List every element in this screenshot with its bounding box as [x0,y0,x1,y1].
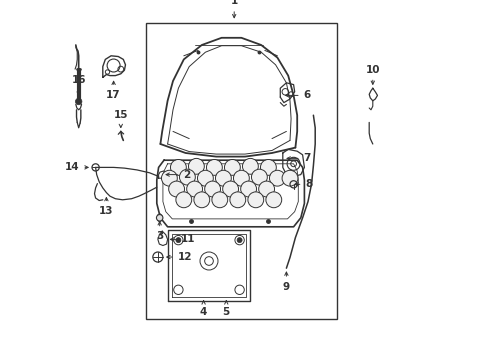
Text: 10: 10 [366,64,380,75]
Circle shape [224,159,240,175]
Text: 17: 17 [106,90,121,100]
Circle shape [266,192,282,208]
Circle shape [237,238,242,243]
Circle shape [243,158,258,174]
Circle shape [179,169,196,185]
Text: 14: 14 [65,162,79,172]
Circle shape [156,215,163,221]
Circle shape [171,159,186,175]
Text: 15: 15 [114,110,128,120]
Text: 2: 2 [183,170,190,180]
Circle shape [270,170,285,186]
Circle shape [251,169,268,185]
Text: 16: 16 [72,75,86,85]
Text: 13: 13 [99,206,114,216]
Text: 11: 11 [181,234,196,244]
Circle shape [230,192,245,208]
Circle shape [194,192,210,208]
Text: 6: 6 [304,90,311,100]
Circle shape [241,181,257,197]
Circle shape [212,192,228,208]
Text: 7: 7 [304,153,311,163]
Bar [146,23,337,319]
Circle shape [197,170,213,186]
Circle shape [222,181,239,197]
Circle shape [282,170,298,186]
Circle shape [206,159,222,175]
Circle shape [187,181,202,197]
Circle shape [176,192,192,208]
Text: 5: 5 [222,307,230,317]
Circle shape [162,170,177,186]
Circle shape [261,159,276,175]
Text: 3: 3 [156,231,163,242]
Text: 8: 8 [305,179,313,189]
Circle shape [169,181,185,197]
Circle shape [189,158,204,174]
Circle shape [233,170,249,186]
Circle shape [216,170,231,186]
Circle shape [75,98,82,105]
Text: 9: 9 [283,282,290,292]
Circle shape [176,238,181,243]
Circle shape [248,192,264,208]
Circle shape [205,181,220,197]
Text: 1: 1 [231,0,238,6]
Text: 12: 12 [178,252,192,262]
Text: 4: 4 [200,307,207,317]
Circle shape [259,181,274,197]
